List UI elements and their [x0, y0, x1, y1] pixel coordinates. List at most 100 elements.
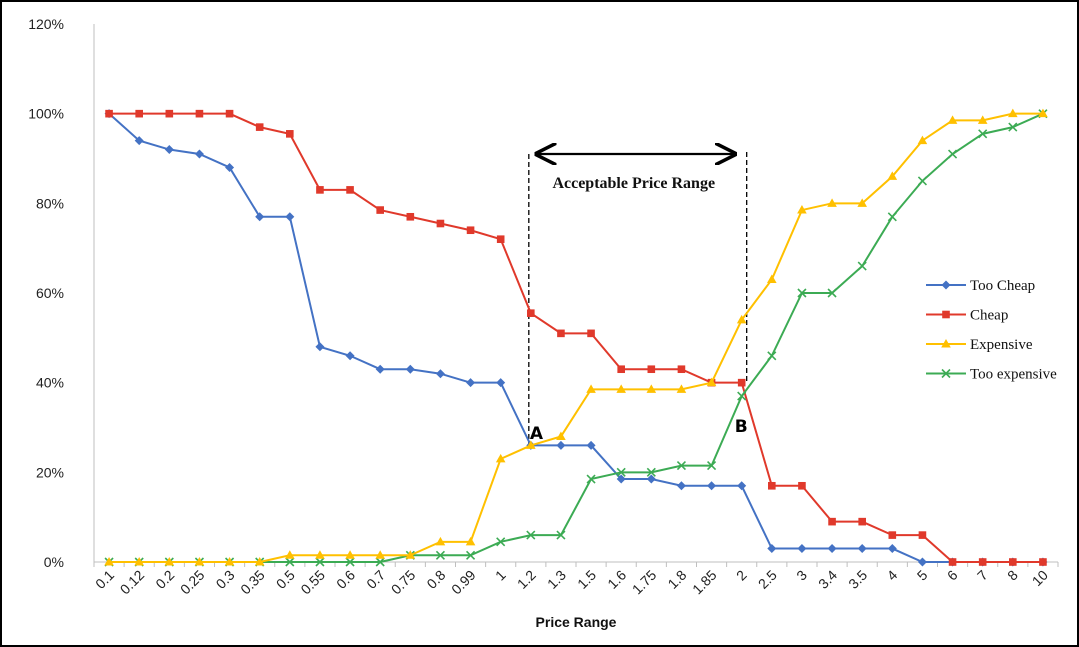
point-expensive [646, 384, 657, 393]
x-marker-stroke [435, 550, 446, 560]
point-too-expensive [496, 537, 506, 547]
point-cheap [888, 531, 897, 539]
point-too-expensive [435, 550, 446, 560]
point-cheap [195, 109, 204, 118]
point-too-cheap [676, 481, 686, 491]
x-tick-label: 0.25 [177, 567, 208, 598]
x-tick-label: 0.35 [237, 567, 268, 598]
x-tick-label: 4 [884, 567, 901, 584]
x-marker-stroke [315, 557, 325, 567]
point-too-expensive [616, 467, 626, 477]
point-too-expensive [797, 288, 807, 298]
x-tick-label: 3.5 [845, 567, 870, 592]
point-expensive [465, 536, 476, 546]
point-too-expensive [586, 474, 596, 484]
x-tick-label: 0.75 [388, 567, 419, 598]
point-expensive [435, 536, 446, 546]
point-too-cheap [737, 481, 747, 491]
point-too-cheap [466, 378, 476, 388]
x-marker-stroke [646, 467, 656, 477]
legend-label-expensive: Expensive [970, 337, 1033, 353]
series-line-too-cheap [108, 112, 1043, 563]
x-marker-stroke [767, 351, 777, 361]
x-marker-stroke [465, 550, 476, 560]
legend-item-too-expensive: Too expensive [926, 367, 1057, 383]
point-expensive [857, 198, 867, 207]
point-cheap [768, 481, 776, 490]
point-too-cheap [857, 544, 867, 554]
point-expensive [977, 115, 988, 124]
acceptable-range-label: Acceptable Price Range [552, 175, 715, 192]
x-tick-label: 1 [492, 567, 509, 584]
point-too-expensive [345, 557, 355, 567]
x-marker-stroke [887, 212, 897, 222]
point-too-expensive [646, 467, 656, 477]
point-too-cheap [285, 212, 295, 222]
y-tick-label: 80% [36, 195, 64, 211]
point-cheap [135, 109, 143, 118]
point-cheap [376, 206, 384, 214]
point-cheap [677, 365, 686, 374]
point-b-label: B [735, 417, 748, 437]
x-tick-label: 5 [914, 567, 931, 584]
point-cheap [105, 109, 113, 118]
x-tick-label: 1.3 [544, 567, 569, 592]
x-tick-label: 1.5 [574, 567, 599, 592]
y-tick-label: 20% [36, 464, 64, 480]
point-cheap [557, 329, 565, 338]
point-too-cheap [134, 136, 144, 146]
y-tick-label: 0% [44, 554, 64, 570]
point-too-cheap [827, 544, 837, 554]
point-too-expensive [706, 461, 717, 471]
point-cheap [647, 365, 656, 374]
point-expensive [495, 453, 506, 463]
point-cheap [918, 531, 927, 539]
point-too-expensive [556, 530, 566, 540]
point-too-expensive [526, 530, 536, 540]
x-marker-stroke [526, 530, 536, 540]
x-marker-stroke [1008, 122, 1018, 132]
series-expensive [104, 108, 1048, 566]
point-too-cheap [164, 145, 174, 155]
point-a-label: A [530, 424, 544, 444]
point-cheap [587, 329, 595, 338]
point-expensive [526, 440, 536, 449]
legend-marker-too-cheap [941, 280, 951, 290]
x-tick-label: 0.2 [152, 567, 177, 592]
point-too-cheap [345, 351, 355, 361]
x-marker-stroke [586, 474, 596, 484]
x-marker-stroke [917, 176, 928, 186]
x-marker-stroke [616, 467, 626, 477]
point-too-expensive [827, 288, 837, 298]
x-marker-stroke [345, 557, 355, 567]
point-cheap [225, 109, 234, 118]
series-layer [104, 108, 1048, 567]
point-cheap [828, 517, 836, 526]
point-expensive [706, 377, 717, 387]
point-expensive [827, 198, 837, 207]
point-too-cheap [194, 149, 204, 159]
x-tick-label: 0.7 [363, 567, 388, 592]
point-too-expensive [375, 557, 385, 567]
legend-marker-too-expensive [941, 368, 951, 379]
point-too-expensive [315, 557, 325, 567]
point-expensive [375, 550, 385, 559]
x-marker-stroke [706, 461, 717, 471]
point-expensive [767, 274, 777, 284]
x-tick-label: 3 [793, 567, 810, 584]
x-marker-stroke [676, 461, 687, 471]
point-cheap [1009, 558, 1017, 566]
point-expensive [134, 557, 144, 566]
point-expensive [224, 557, 235, 566]
point-expensive [104, 557, 114, 566]
x-tick-label: 1.85 [689, 567, 720, 598]
point-expensive [797, 205, 807, 214]
point-cheap [316, 186, 324, 194]
point-expensive [194, 557, 205, 566]
x-marker-stroke [947, 149, 958, 159]
x-tick-label: 1.75 [629, 567, 660, 598]
x-tick-label: 1.2 [514, 567, 539, 592]
point-cheap [466, 226, 475, 235]
